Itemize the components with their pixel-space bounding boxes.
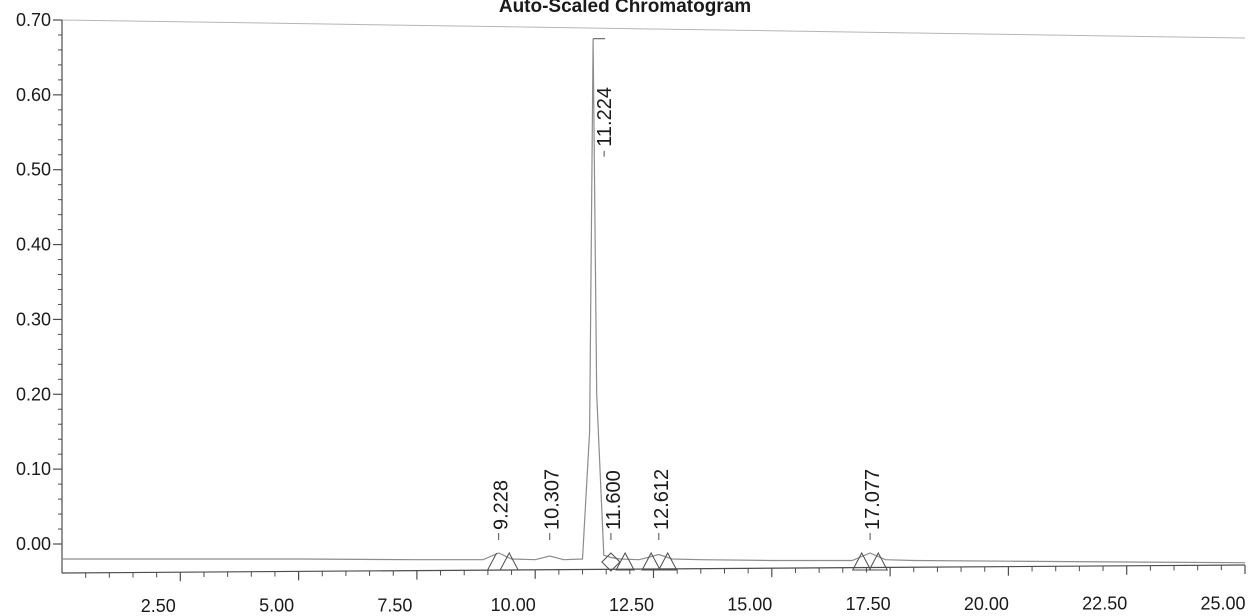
peak-label-group: 10.307	[542, 469, 564, 540]
y-tick-label: 0.10	[16, 459, 51, 479]
y-tick-label: 0.30	[16, 309, 51, 329]
peak-label-group: 9.228	[491, 480, 513, 540]
peak-label: 11.224	[594, 87, 616, 147]
y-tick-label: 0.60	[16, 85, 51, 105]
y-tick-label: 0.20	[16, 384, 51, 404]
x-tick-label: 17.50	[846, 594, 891, 614]
chart-title: Auto-Scaled Chromatogram	[499, 0, 751, 17]
integration-triangle-marker	[641, 551, 661, 571]
y-tick-label: 0.00	[16, 534, 51, 554]
frame-layer: 0.00 0.10 0.20 0.30 0.40 0.50 0.60 0.70 2.50 5.00…	[16, 10, 1246, 616]
peak-label: 11.600	[603, 470, 625, 530]
peak-label-group: 11.600	[603, 470, 625, 540]
x-tick-label: 22.50	[1082, 594, 1127, 614]
peak-label: 10.307	[542, 469, 564, 530]
x-tick-label: 10.00	[491, 595, 536, 615]
x-tick-label: 15.00	[727, 595, 772, 615]
peak-label: 12.612	[651, 469, 673, 530]
integration-slash-marker	[487, 552, 498, 571]
integration-triangle-marker	[868, 551, 889, 571]
peak-label: 17.077	[862, 469, 884, 530]
peak-label: 9.228	[491, 480, 513, 530]
peak-label-group: 12.612	[651, 469, 673, 540]
marker-layer	[487, 551, 889, 572]
label-layer: 9.228 10.307 11.224 11.600 12.612 17.077	[491, 38, 884, 540]
x-tick-label: 5.00	[259, 596, 294, 616]
x-tick-label: 20.00	[964, 594, 1009, 614]
plot-top-border	[61, 19, 1246, 39]
y-tick-label: 0.50	[16, 160, 51, 180]
y-tick-label: 0.70	[16, 10, 51, 30]
peak-label-group: 17.077	[862, 469, 884, 540]
x-tick-label: 12.50	[609, 595, 654, 615]
x-tick-label: 7.50	[377, 595, 412, 615]
y-tick-label: 0.40	[16, 235, 51, 255]
integration-triangle-marker	[499, 551, 520, 571]
x-tick-label: 2.50	[141, 596, 176, 616]
integration-triangle-marker	[851, 551, 872, 571]
x-tick-label: 25.00	[1200, 593, 1245, 613]
integration-triangle-marker	[615, 551, 635, 571]
integration-triangle-marker	[657, 551, 678, 571]
peak-label-group: 11.224	[593, 38, 616, 157]
